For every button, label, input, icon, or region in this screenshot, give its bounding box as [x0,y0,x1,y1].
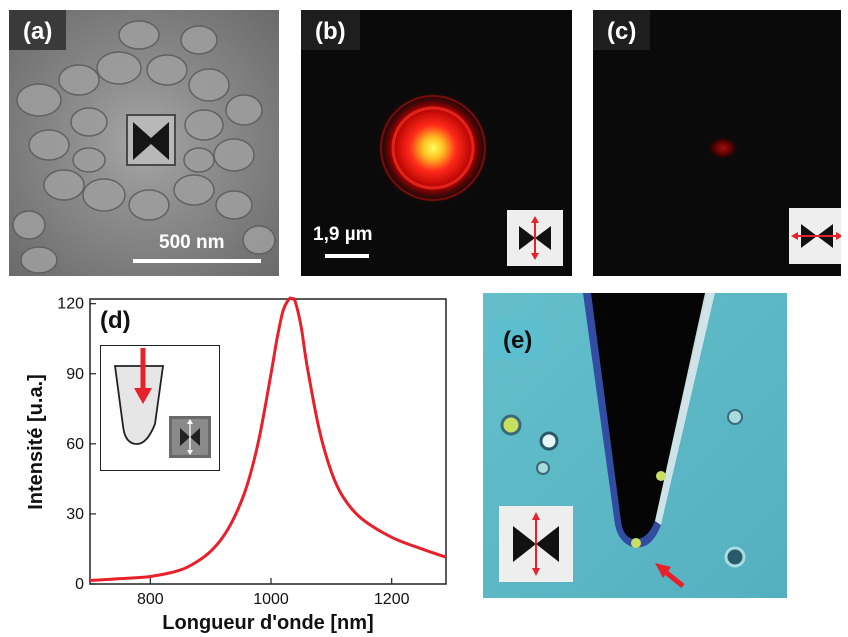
y-tick-label: 60 [66,436,84,453]
panel-e-optical-image: (e) [483,293,787,598]
spectrum-curve [89,296,447,582]
emission-spot [375,90,491,206]
panel-e-label: (e) [489,319,547,359]
panel-a-scalebar [133,259,261,263]
y-axis-label: Intensité [u.a.] [25,374,47,510]
sem-texture [12,20,276,274]
y-tick-label: 30 [66,506,84,523]
panel-a-sem-image: (a) 500 nm [9,10,279,276]
y-tick-label: 120 [57,296,84,313]
y-tick-label: 0 [75,576,84,593]
panel-b-emission-image: (b) 1,9 µm [301,10,572,276]
x-tick-label: 800 [137,591,164,608]
x-axis-label: Longueur d'onde [nm] [162,612,373,634]
weak-emission-spot [707,136,739,160]
panel-b-scale-label: 1,9 µm [313,224,373,245]
panel-c-label: (c) [593,10,651,50]
spectrum-chart-svg: 800 1000 1200 0 30 60 90 120 Longueur d'onde [n… [25,296,447,634]
x-tick-label: 1200 [374,591,410,608]
panel-d-label: (d) [100,307,131,334]
panel-c-emission-image: (c) [593,10,841,276]
incident-arrow-icon [134,388,152,404]
panel-a-label: (a) [9,10,67,50]
y-tick-label: 90 [66,366,84,383]
polarization-icon-vertical-e [499,506,573,582]
polarization-icon-horizontal [789,208,841,264]
polarization-icon-vertical [507,210,563,266]
panel-b-scalebar [325,254,369,258]
fiber-tip-inset [100,345,220,471]
fiber-tip-icon [113,365,165,445]
panel-d-spectrum-chart: 800 1000 1200 0 30 60 90 120 Longueur d'onde [n… [0,285,470,637]
x-tick-label: 1000 [253,591,289,608]
panel-a-scale-label: 500 nm [159,232,225,253]
panel-b-label: (b) [301,10,360,50]
